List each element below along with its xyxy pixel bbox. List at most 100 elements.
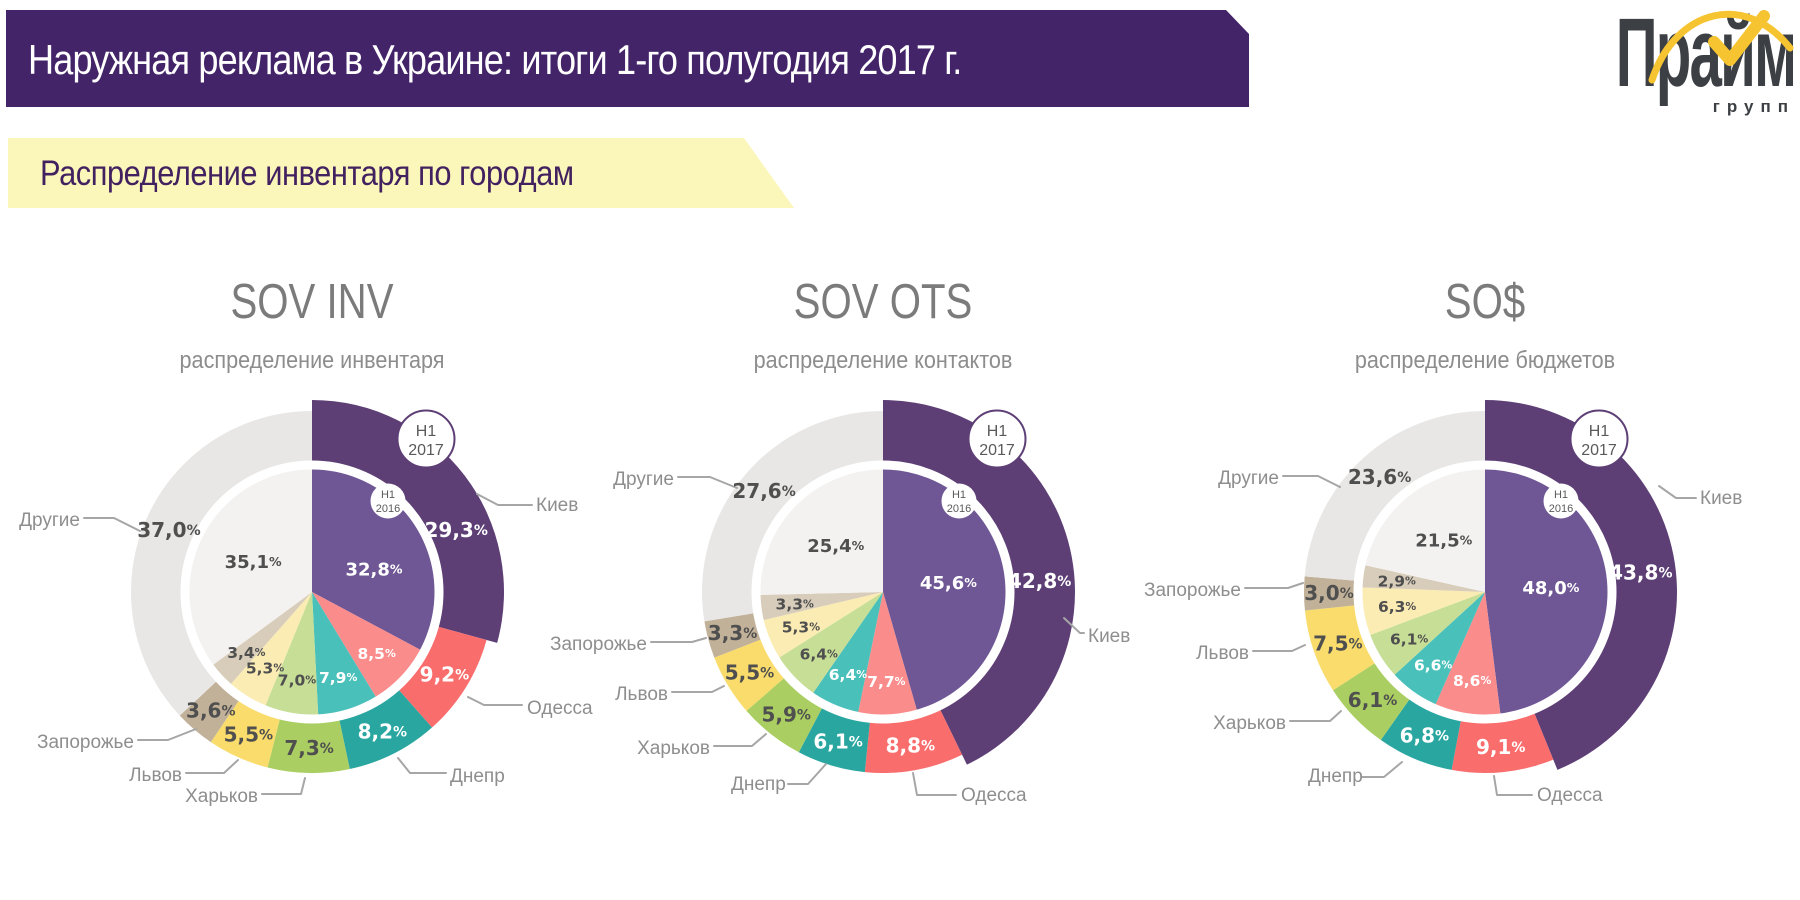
leader-line-Одесса	[467, 696, 523, 706]
city-label-Харьков: Харьков	[1213, 713, 1286, 734]
svg-text:2016: 2016	[1549, 503, 1573, 515]
value-2017-Запорожье: 3,3%	[708, 621, 757, 645]
badge-h1-2016	[370, 483, 406, 519]
svg-text:2016: 2016	[947, 503, 971, 515]
leader-line-Киев	[1658, 485, 1697, 499]
slice-2017-Другие	[131, 411, 312, 716]
slice-2016-Днепр	[1393, 592, 1485, 706]
city-label-Запорожье: Запорожье	[1144, 580, 1241, 601]
slice-2017-Запорожье	[1304, 576, 1355, 611]
slice-2016-Одесса	[312, 592, 422, 698]
slice-2017-Киев	[312, 400, 504, 643]
value-2017-Одесса: 9,2%	[420, 662, 469, 686]
slice-2017-Одесса	[864, 709, 963, 774]
city-label-Львов: Львов	[1196, 643, 1249, 664]
slice-2016-Харьков	[1368, 592, 1485, 676]
slice-2016-Днепр	[312, 592, 377, 716]
value-2016-Львов: 5,3%	[246, 660, 284, 678]
svg-text:2016: 2016	[376, 503, 400, 515]
badge-h1-2017	[1569, 409, 1629, 469]
city-label-Другие: Другие	[19, 510, 80, 531]
chart2-subtitle: распределение контактов	[753, 347, 1013, 374]
value-2016-Львов: 6,3%	[1378, 598, 1416, 616]
value-2016-Днепр: 6,4%	[829, 666, 867, 684]
leader-line-Днепр	[787, 763, 827, 785]
city-label-Запорожье: Запорожье	[37, 732, 134, 753]
slice-2016-Одесса	[857, 592, 918, 716]
slice-2016-Другие	[188, 468, 312, 666]
city-label-Одесса: Одесса	[1537, 785, 1603, 806]
city-label-Львов: Львов	[129, 765, 182, 786]
value-2017-Другие: 37,0%	[137, 518, 200, 542]
leader-line-Днепр	[1361, 761, 1403, 778]
value-2016-Запорожье: 3,4%	[227, 644, 265, 662]
slice-2017-Днепр	[798, 707, 870, 773]
svg-text:2017: 2017	[1581, 442, 1617, 459]
value-2016-Одесса: 8,5%	[358, 645, 396, 663]
slice-2017-Днепр	[1380, 699, 1461, 770]
value-2016-Днепр: 6,6%	[1414, 656, 1452, 674]
slice-2016-Харьков	[778, 592, 883, 694]
badge-h1-2017	[967, 409, 1027, 469]
city-label-Киев: Киев	[1700, 488, 1742, 509]
city-label-Днепр: Днепр	[450, 766, 505, 787]
chart1-title: SOV INV	[230, 275, 394, 329]
value-2016-Киев: 45,6%	[920, 573, 977, 594]
slice-2017-Запорожье	[704, 613, 761, 658]
badge-h1-2016-label: H1	[1554, 489, 1568, 501]
leader-line-Одесса	[1493, 775, 1533, 796]
slice-2017-Одесса	[398, 626, 487, 728]
chart1-subtitle: распределение инвентаря	[179, 347, 445, 374]
city-label-Другие: Другие	[1218, 468, 1279, 489]
city-label-Харьков: Харьков	[637, 738, 710, 759]
badge-h1-2017-label: H1	[1589, 423, 1610, 440]
slice-2016-Киев	[312, 468, 436, 651]
slice-2017-Харьков	[1332, 663, 1410, 741]
slice-2016-Киев	[883, 468, 1007, 712]
leader-line-Киев	[476, 493, 533, 506]
value-2017-Запорожье: 3,0%	[1304, 581, 1353, 605]
value-2016-Другие: 35,1%	[225, 552, 282, 573]
slice-2016-Днепр	[812, 592, 883, 714]
city-label-Днепр: Днепр	[731, 774, 786, 795]
leader-line-Львов	[671, 685, 725, 693]
city-label-Запорожье: Запорожье	[550, 634, 647, 655]
value-2017-Другие: 27,6%	[732, 479, 795, 503]
badge-h1-2016-label: H1	[952, 489, 966, 501]
ring-separator	[751, 460, 1015, 724]
city-label-Харьков: Харьков	[185, 786, 258, 807]
value-2017-Днепр: 6,1%	[813, 729, 862, 753]
badge-h1-2016	[1543, 483, 1579, 519]
leader-line-Харьков	[713, 733, 767, 747]
page-title: Наружная реклама в Украине: итоги 1-го п…	[28, 36, 962, 83]
city-label-Другие: Другие	[613, 469, 674, 490]
value-2017-Одесса: 8,8%	[886, 734, 935, 758]
leader-line-Запорожье	[137, 728, 197, 741]
value-2016-Харьков: 6,4%	[800, 646, 838, 664]
slice-2016-Запорожье	[212, 592, 312, 686]
header-banner: Наружная реклама в Украине: итоги 1-го п…	[6, 10, 1249, 107]
value-2017-Другие: 23,6%	[1348, 465, 1411, 489]
city-label-Днепр: Днепр	[1308, 766, 1363, 787]
value-2016-Днепр: 7,9%	[319, 669, 357, 687]
chart3-subtitle: распределение бюджетов	[1354, 347, 1616, 374]
ring-separator	[1353, 460, 1617, 724]
value-2016-Другие: 21,5%	[1415, 530, 1472, 551]
value-2016-Харьков: 6,1%	[1390, 631, 1428, 649]
leader-line-Львов	[185, 759, 239, 774]
slice-2016-Одесса	[1435, 592, 1501, 716]
value-2016-Харьков: 7,0%	[278, 672, 316, 690]
slice-2016-Харьков	[264, 592, 319, 716]
svg-text:2017: 2017	[979, 442, 1015, 459]
svg-text:2017: 2017	[408, 442, 444, 459]
slice-2016-Другие	[759, 468, 883, 595]
city-label-Киев: Киев	[536, 495, 578, 516]
value-2016-Одесса: 7,7%	[867, 673, 905, 691]
value-2016-Запорожье: 3,3%	[776, 595, 814, 613]
chart-so$: Киев Одесса Днепр Харьков Львов Запорожье Друг…	[1144, 400, 1742, 806]
leader-line-Другие	[83, 517, 141, 532]
slice-2016-Киев	[1485, 468, 1609, 716]
